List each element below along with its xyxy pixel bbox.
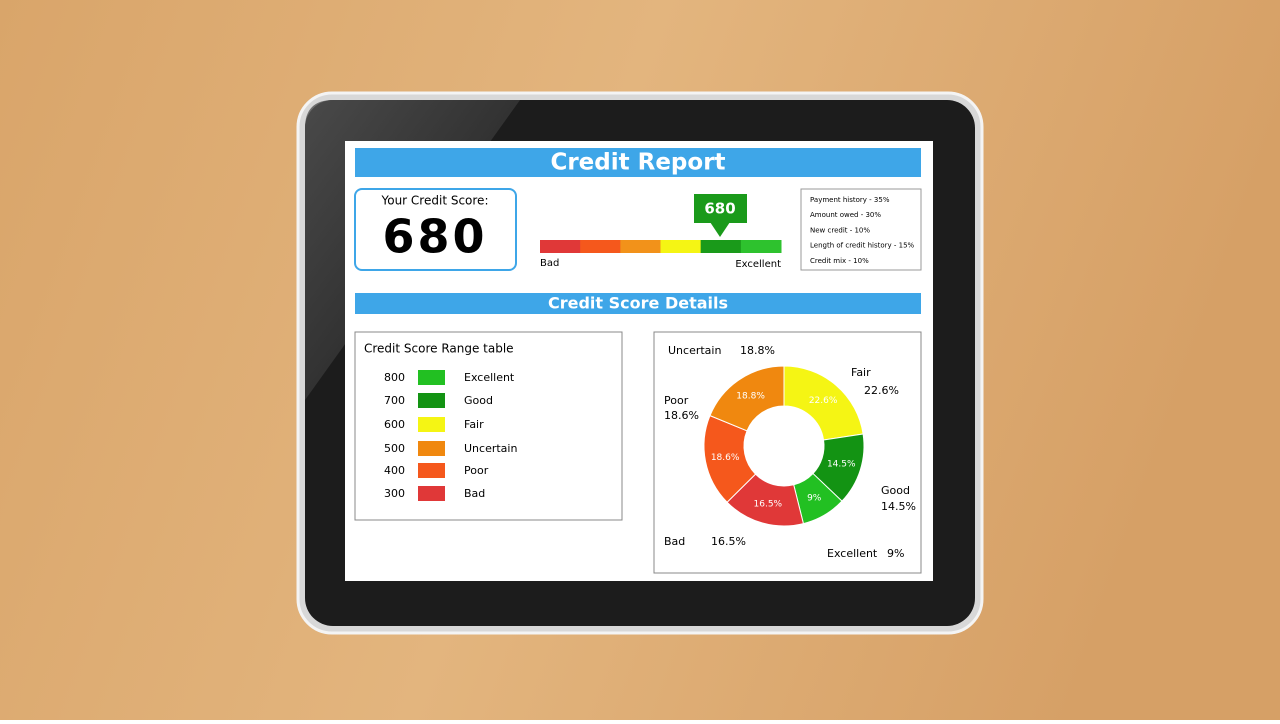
score: 680 xyxy=(382,210,487,264)
donut-chart: 22.6% Fair 22.6% 14.5% Good 14.5% 9% Excellent 9… xyxy=(664,344,916,560)
slice-label: 22.6% xyxy=(809,396,838,406)
range-score: 700 xyxy=(384,394,405,407)
details-title: Credit Score Details xyxy=(548,294,728,313)
range-swatch xyxy=(418,441,445,456)
range-swatch xyxy=(418,370,445,385)
gauge-low-label: Bad xyxy=(540,258,559,269)
range-name: Good xyxy=(464,394,493,407)
legend-value: 18.6% xyxy=(664,409,699,422)
gauge-high-label: Excellent xyxy=(735,259,781,270)
legend-value: 16.5% xyxy=(711,535,746,548)
donut-slice xyxy=(783,365,864,441)
range-score: 800 xyxy=(384,371,405,384)
gauge-pointer xyxy=(710,222,730,237)
range-name: Bad xyxy=(464,487,485,500)
factor: Credit mix - 10% xyxy=(810,257,869,265)
factor: Payment history - 35% xyxy=(810,196,890,204)
score-box xyxy=(354,188,517,271)
slice-label: 14.5% xyxy=(827,460,856,470)
range-score: 400 xyxy=(384,464,405,477)
factors: Payment history - 35% Amount owed - 30% Ne… xyxy=(810,196,915,265)
gauge-segment xyxy=(660,240,702,253)
range-score: 500 xyxy=(384,442,405,455)
donut-slice xyxy=(709,365,785,432)
details-bar xyxy=(355,293,921,314)
range-score: 300 xyxy=(384,487,405,500)
range-table: 800 Excellent 700 Good 600 Fair 500 Uncertain 40… xyxy=(384,370,517,501)
range-score: 600 xyxy=(384,418,405,431)
slice-label: 16.5% xyxy=(754,499,783,509)
gauge xyxy=(540,240,782,253)
slice-label: 18.8% xyxy=(736,392,765,402)
gauge-segment xyxy=(700,240,742,253)
legend-name: Excellent xyxy=(827,547,878,560)
factor: Amount owed - 30% xyxy=(810,211,881,219)
title: Credit Report xyxy=(550,150,725,176)
legend-name: Uncertain xyxy=(668,344,721,357)
gauge-marker-label: 680 xyxy=(704,200,735,218)
range-name: Fair xyxy=(464,418,484,431)
range-swatch xyxy=(418,393,445,408)
gauge-segment xyxy=(620,240,661,253)
factor: Length of credit history - 15% xyxy=(810,242,915,250)
gauge-segment xyxy=(540,240,581,253)
range-swatch xyxy=(418,417,445,432)
legend-value: 18.8% xyxy=(740,344,775,357)
legend-value: 14.5% xyxy=(881,500,916,513)
gauge-segment xyxy=(580,240,621,253)
factors-box xyxy=(800,188,922,271)
legend-name: Poor xyxy=(664,394,689,407)
legend-name: Fair xyxy=(851,366,871,379)
slice-label: 9% xyxy=(807,493,822,503)
legend-value: 9% xyxy=(887,547,904,560)
gauge-segment xyxy=(740,240,782,253)
gauge-marker xyxy=(694,194,747,223)
range-name: Uncertain xyxy=(464,442,517,455)
range-table-box xyxy=(354,331,623,521)
score-label: Your Credit Score: xyxy=(381,194,489,208)
legend-name: Bad xyxy=(664,535,685,548)
legend-name: Good xyxy=(881,484,910,497)
range-table-title: Credit Score Range table xyxy=(364,342,514,356)
title-bar xyxy=(355,148,921,177)
range-name: Excellent xyxy=(464,371,515,384)
range-swatch xyxy=(418,486,445,501)
legend-value: 22.6% xyxy=(864,384,899,397)
factor: New credit - 10% xyxy=(810,226,870,234)
range-swatch xyxy=(418,463,445,478)
range-name: Poor xyxy=(464,464,489,477)
slice-label: 18.6% xyxy=(711,453,740,463)
